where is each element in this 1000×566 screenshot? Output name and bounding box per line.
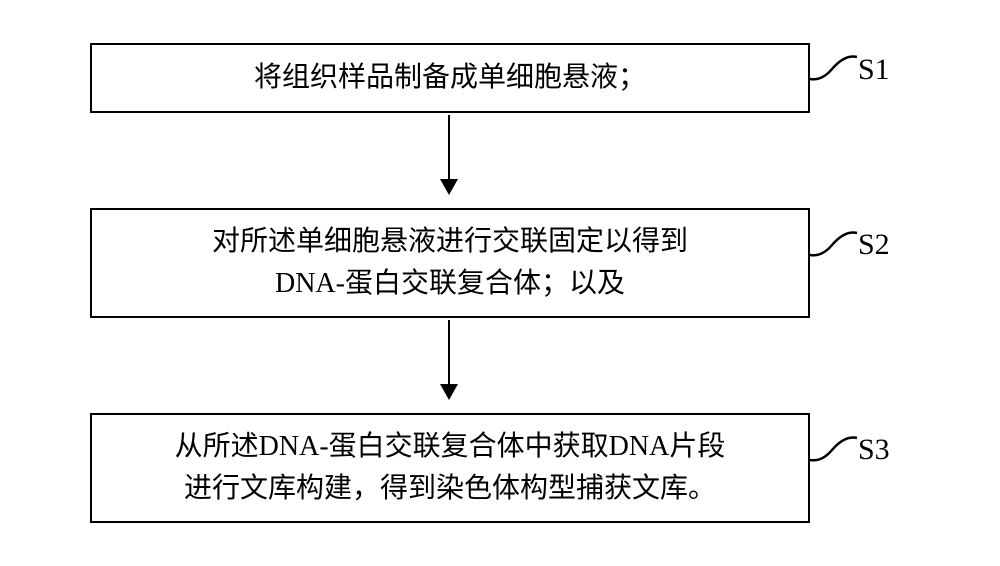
step-label-2: S2 [858,228,890,262]
step-box-2: 对所述单细胞悬液进行交联固定以得到DNA-蛋白交联复合体；以及 [90,208,810,318]
step-label-3: S3 [858,433,890,467]
step-label-1: S1 [858,53,890,87]
step-box-3: 从所述DNA-蛋白交联复合体中获取DNA片段进行文库构建，得到染色体构型捕获文库… [90,413,810,523]
step-box-1: 将组织样品制备成单细胞悬液； [90,43,810,113]
step-text-3: 从所述DNA-蛋白交联复合体中获取DNA片段进行文库构建，得到染色体构型捕获文库… [175,426,726,510]
flowchart-container: 将组织样品制备成单细胞悬液； S1 对所述单细胞悬液进行交联固定以得到DNA-蛋… [50,33,950,533]
arrow-1 [448,115,450,193]
arrow-2 [448,320,450,398]
step-text-1: 将组织样品制备成单细胞悬液； [254,57,646,99]
step-text-2: 对所述单细胞悬液进行交联固定以得到DNA-蛋白交联复合体；以及 [212,221,688,305]
